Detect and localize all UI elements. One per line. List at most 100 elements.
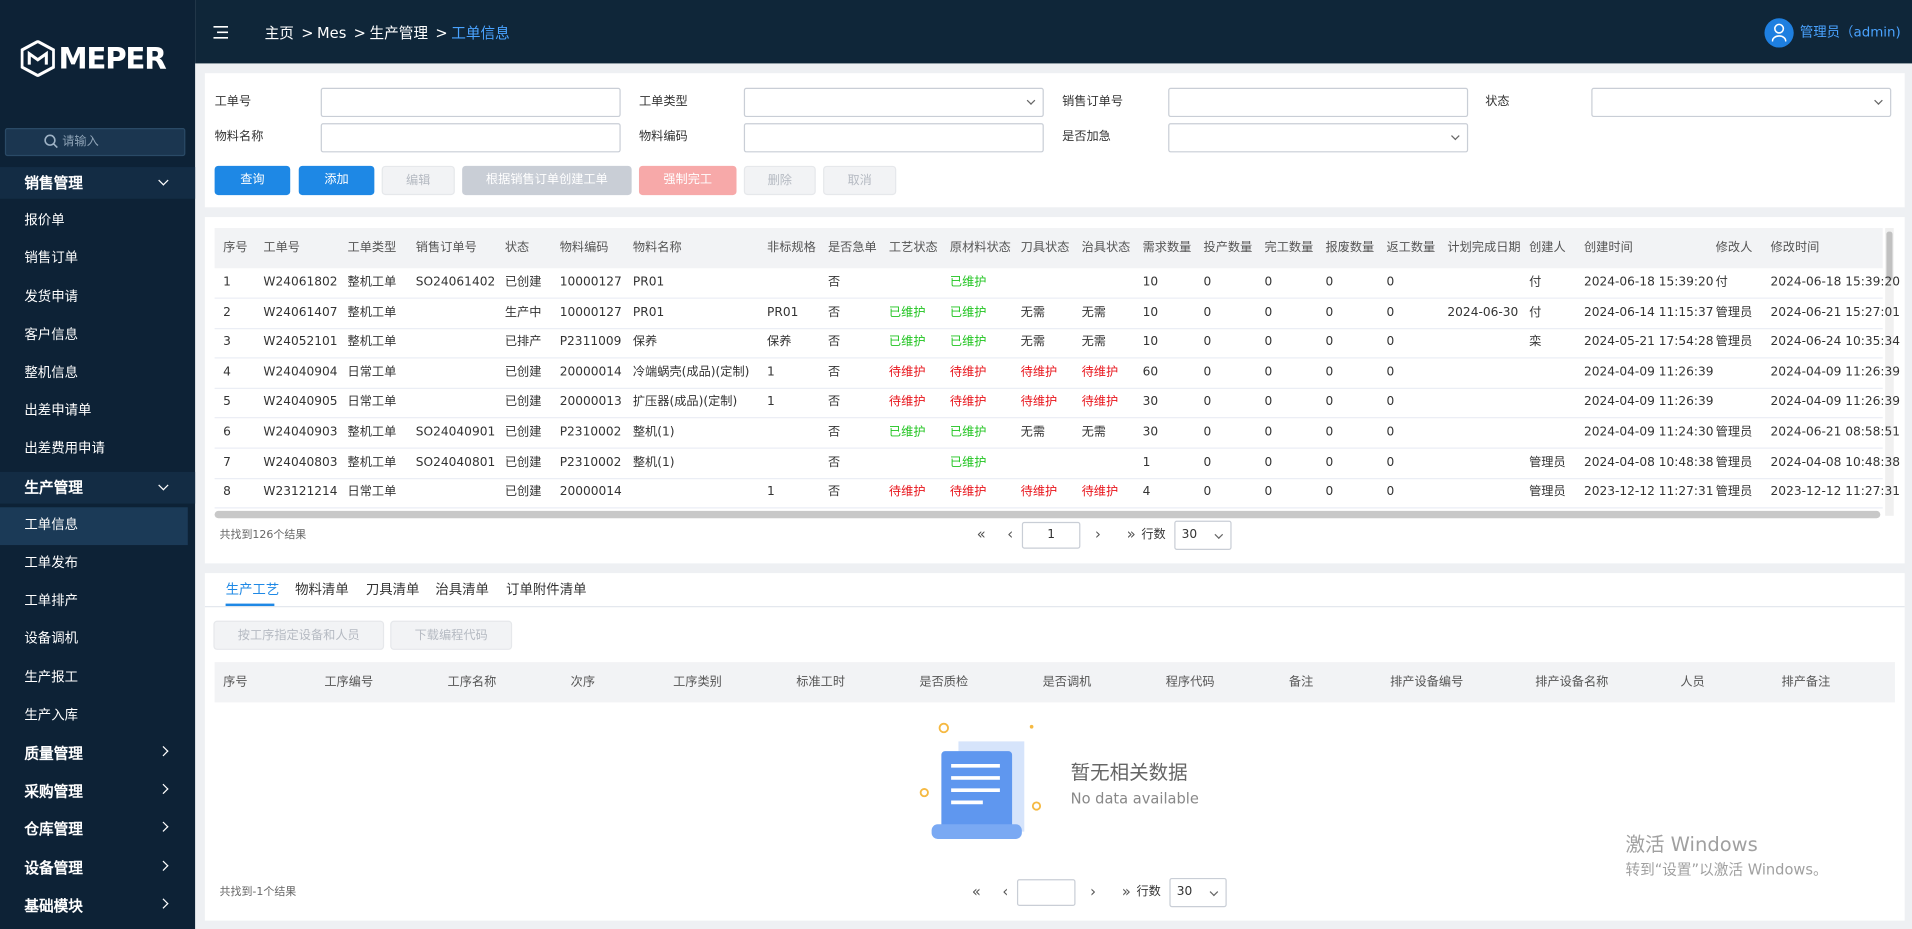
menu-item[interactable]: 出差申请单 <box>24 402 92 419</box>
menu-item[interactable]: 生产报工 <box>24 668 79 685</box>
pager-first[interactable]: « <box>971 882 981 900</box>
table-cell: 已维护 <box>949 335 987 349</box>
column-header: 报废数量 <box>1325 241 1375 255</box>
table-cell: 2024-04-09 11:24:30 <box>1583 425 1714 439</box>
pager-prev[interactable]: ‹ <box>1007 525 1014 543</box>
filter-select[interactable] <box>1591 87 1892 118</box>
breadcrumb-item[interactable]: Mes <box>317 24 347 42</box>
table-cell: 已维护 <box>888 425 926 439</box>
sidebar-search[interactable] <box>4 128 186 157</box>
menu-group[interactable]: 设备管理 <box>24 859 83 877</box>
table-cell: 付 <box>1715 275 1728 289</box>
table-cell: 2024-06-24 10:35:34 <box>1770 335 1901 349</box>
user-name[interactable]: 管理员（admin) <box>1799 24 1901 41</box>
toolbar-button[interactable]: 根据销售订单创建工单 <box>462 165 632 196</box>
table-cell: PR01 <box>766 305 799 319</box>
menu-group[interactable]: 销售管理 <box>24 174 83 192</box>
menu-group[interactable]: 基础模块 <box>24 897 83 915</box>
menu-item[interactable]: 客户信息 <box>24 326 79 343</box>
table-cell: 否 <box>827 455 841 469</box>
tab[interactable]: 生产工艺 <box>225 581 280 598</box>
pager-next[interactable]: › <box>1095 525 1101 543</box>
filter-input[interactable] <box>1168 87 1469 118</box>
rows-label: 行数 <box>1136 885 1161 899</box>
menu-group[interactable]: 仓库管理 <box>24 821 83 839</box>
empty-illustration <box>919 722 1042 839</box>
pager-prev[interactable]: ‹ <box>1002 882 1009 900</box>
menu-item[interactable]: 设备调机 <box>24 630 79 647</box>
table-cell: P2311009 <box>559 335 622 349</box>
table-cell: 无需 <box>1081 425 1106 439</box>
table-cell: 2024-04-09 11:26:39 <box>1770 365 1901 379</box>
table-cell: 待维护 <box>1081 485 1119 499</box>
table-cell: 待维护 <box>888 395 926 409</box>
filter-input[interactable] <box>743 123 1044 153</box>
row-rule <box>214 327 1883 329</box>
breadcrumb-item[interactable]: 生产管理 <box>369 24 429 42</box>
page-size-select[interactable]: 30 <box>1169 877 1227 908</box>
page-size-select[interactable]: 30 <box>1174 520 1232 550</box>
tab[interactable]: 治具清单 <box>435 581 489 598</box>
detail-button[interactable]: 按工序指定设备和人员 <box>213 620 385 650</box>
table-cell: 0 <box>1264 275 1273 289</box>
menu-item[interactable]: 工单发布 <box>24 554 79 571</box>
menu-item[interactable]: 发货申请 <box>24 288 79 305</box>
table-cell: 10 <box>1142 305 1159 319</box>
toolbar-button[interactable]: 查询 <box>214 165 291 196</box>
table-cell: 2024-04-09 11:26:39 <box>1583 365 1714 379</box>
tab[interactable]: 物料清单 <box>295 581 349 598</box>
menu-group[interactable]: 生产管理 <box>24 478 83 496</box>
table-cell: 待维护 <box>888 485 926 499</box>
tab[interactable]: 订单附件清单 <box>506 581 587 598</box>
row-rule <box>214 297 1883 299</box>
table-cell: 30 <box>1142 395 1159 409</box>
menu-toggle[interactable] <box>213 26 229 39</box>
menu-item[interactable]: 工单信息 <box>24 516 79 533</box>
table-cell: 2023-12-12 11:27:31 <box>1770 485 1901 499</box>
table-cell: 待维护 <box>888 365 926 379</box>
v-scrollbar <box>1885 228 1894 516</box>
page-input[interactable]: 1 <box>1021 521 1081 549</box>
menu-group[interactable]: 采购管理 <box>24 783 83 801</box>
menu-item[interactable]: 销售订单 <box>24 250 79 267</box>
toolbar-button[interactable]: 取消 <box>823 165 897 196</box>
table-cell: W24040905 <box>263 395 338 409</box>
toolbar-button[interactable]: 编辑 <box>381 165 455 196</box>
table-cell: 日常工单 <box>347 395 397 409</box>
table-cell: P2310002 <box>559 425 622 439</box>
menu-item[interactable]: 工单排产 <box>24 592 79 609</box>
table-cell: 无需 <box>1081 335 1106 349</box>
filter-select[interactable] <box>1168 123 1469 153</box>
table-cell: 否 <box>827 395 841 409</box>
toolbar-button[interactable]: 添加 <box>298 165 375 196</box>
breadcrumb-item[interactable]: 主页 <box>264 24 294 42</box>
menu-active-bg <box>0 507 188 545</box>
menu-item[interactable]: 生产入库 <box>24 706 79 723</box>
table-cell: 1 <box>766 365 775 379</box>
toolbar-button[interactable]: 强制完工 <box>638 165 737 196</box>
menu-item[interactable]: 整机信息 <box>24 364 79 381</box>
column-header: 物料名称 <box>632 241 682 255</box>
filter-select[interactable] <box>743 87 1044 118</box>
pager-next[interactable]: › <box>1090 882 1097 900</box>
page-input[interactable] <box>1016 879 1076 907</box>
table-cell: 整机工单 <box>347 425 397 439</box>
menu-item[interactable]: 报价单 <box>24 212 65 229</box>
table-cell: 0 <box>1325 395 1334 409</box>
table-cell: 无需 <box>1020 335 1046 349</box>
filter-input[interactable] <box>320 87 621 118</box>
detail-button[interactable]: 下载编程代码 <box>390 620 513 650</box>
menu-group[interactable]: 质量管理 <box>24 745 83 763</box>
table-cell: 整机工单 <box>347 335 397 349</box>
tab[interactable]: 刀具清单 <box>365 581 420 598</box>
toolbar-button[interactable]: 删除 <box>743 165 816 196</box>
table-cell: 0 <box>1325 425 1334 439</box>
pager-last[interactable]: » <box>1121 882 1131 900</box>
filter-input[interactable] <box>320 123 621 153</box>
menu-item[interactable]: 出差费用申请 <box>24 440 105 457</box>
pager-first[interactable]: « <box>976 525 986 543</box>
pager-last[interactable]: » <box>1126 525 1136 543</box>
table-cell: 待维护 <box>1020 365 1058 379</box>
orders-panel <box>204 217 1905 564</box>
column-header: 治具状态 <box>1081 241 1131 255</box>
